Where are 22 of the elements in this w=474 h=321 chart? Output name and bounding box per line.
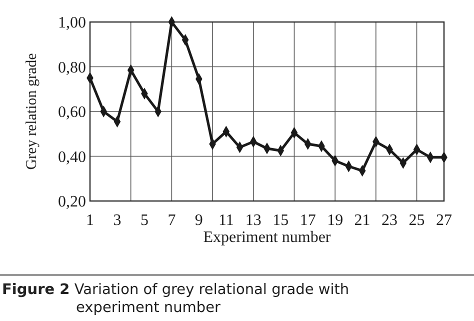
x-tick-label: 23 <box>382 212 398 229</box>
x-tick-label: 13 <box>245 212 262 229</box>
x-tick-label: 3 <box>113 212 122 229</box>
x-axis-title: Experiment number <box>203 229 332 246</box>
y-tick-label: 1,00 <box>58 14 86 32</box>
x-tick-label: 25 <box>408 212 425 229</box>
y-tick-label: 0,40 <box>58 148 86 166</box>
y-tick-label: 0,20 <box>58 194 86 211</box>
x-tick-label: 5 <box>140 212 148 229</box>
x-tick-label: 11 <box>218 212 234 229</box>
y-tick-label: 0,80 <box>58 59 86 76</box>
x-tick-label: 9 <box>194 212 203 229</box>
x-tick-label: 7 <box>168 212 176 229</box>
x-tick-label: 15 <box>272 212 289 229</box>
x-tick-label: 21 <box>354 212 370 229</box>
x-tick-label: 27 <box>436 212 452 229</box>
y-axis-title: Grey relation grade <box>24 52 40 170</box>
x-tick-label: 1 <box>86 212 94 229</box>
x-tick-label: 19 <box>327 212 344 229</box>
text: Figure 2 Variation of grey relational grade with experiment number <box>2 282 350 316</box>
y-tick-label: 0,60 <box>58 104 86 122</box>
x-tick-label: 17 <box>300 212 316 229</box>
